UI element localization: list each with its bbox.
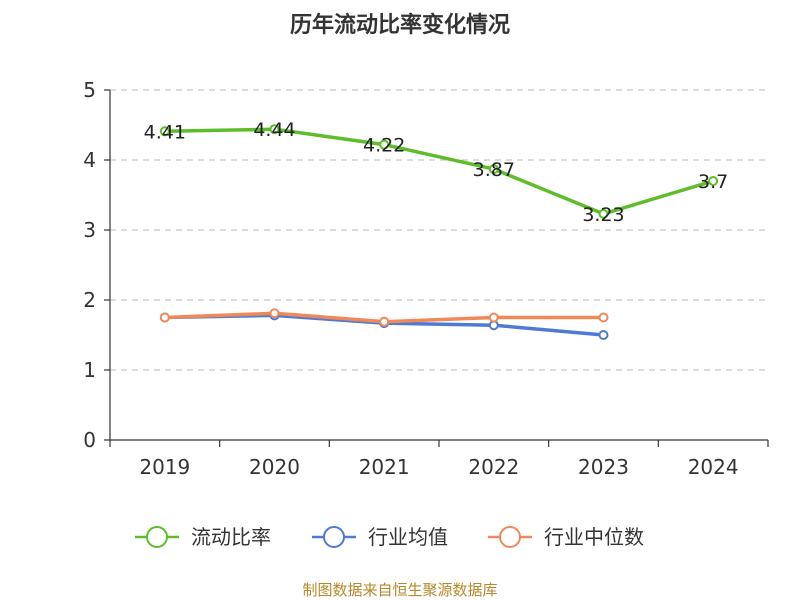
data-label: 4.22 — [363, 135, 405, 157]
data-point[interactable] — [159, 312, 170, 323]
legend-label: 行业均值 — [368, 525, 448, 549]
series-layer — [159, 124, 719, 340]
data-label: 4.41 — [144, 121, 186, 143]
x-tick-label: 2022 — [468, 455, 519, 479]
legend-item[interactable]: 流动比率 — [135, 525, 271, 549]
legend-item[interactable]: 行业均值 — [312, 525, 448, 549]
legend[interactable]: 流动比率 行业均值 行业中位数 — [135, 525, 644, 549]
y-tick-label: 0 — [83, 428, 96, 452]
y-tick-label: 5 — [83, 78, 96, 102]
data-label: 3.23 — [582, 204, 624, 226]
y-tick-label: 1 — [83, 358, 96, 382]
data-point[interactable] — [488, 164, 499, 175]
legend-label: 行业中位数 — [544, 525, 644, 549]
legend-label: 流动比率 — [191, 525, 271, 549]
data-label: 3.7 — [698, 171, 728, 193]
legend-marker-icon — [323, 526, 345, 548]
legend-marker-icon — [146, 526, 168, 548]
data-point[interactable] — [269, 308, 280, 319]
y-tick-label: 2 — [83, 288, 96, 312]
data-labels: 4.41 4.44 4.22 3.87 3.23 3.7 — [144, 119, 729, 226]
axes: 0 1 2 3 4 5 2019 2020 2021 2022 2023 2024 — [83, 78, 769, 479]
x-tick-label: 2021 — [359, 455, 410, 479]
data-point[interactable] — [269, 124, 280, 135]
data-point[interactable] — [488, 312, 499, 323]
x-tick-label: 2019 — [139, 455, 190, 479]
data-point[interactable] — [598, 208, 609, 219]
series-line-1 — [163, 127, 715, 216]
legend-item[interactable]: 行业中位数 — [488, 525, 644, 549]
y-tick-label: 4 — [83, 148, 96, 172]
data-point[interactable] — [379, 316, 390, 327]
data-point[interactable] — [598, 312, 609, 323]
data-point[interactable] — [708, 176, 719, 186]
data-label: 3.87 — [473, 159, 515, 181]
x-tick-label: 2020 — [249, 455, 300, 479]
source-note: 制图数据来自恒生聚源数据库 — [302, 581, 497, 599]
chart-title: 历年流动比率变化情况 — [290, 12, 510, 38]
legend-marker-icon — [499, 526, 521, 548]
y-tick-label: 3 — [83, 218, 96, 242]
data-label: 4.44 — [253, 119, 295, 141]
data-point[interactable] — [159, 126, 170, 137]
data-point[interactable] — [598, 330, 609, 340]
x-tick-label: 2024 — [688, 455, 739, 479]
x-tick-label: 2023 — [578, 455, 629, 479]
data-point[interactable] — [379, 139, 390, 150]
